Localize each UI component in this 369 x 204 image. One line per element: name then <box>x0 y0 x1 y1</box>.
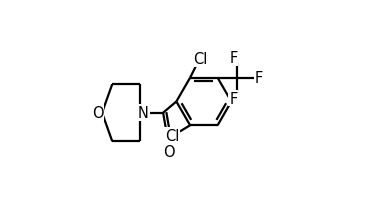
Text: F: F <box>229 91 237 106</box>
Text: Cl: Cl <box>165 128 179 143</box>
Text: F: F <box>255 71 263 86</box>
Text: O: O <box>163 144 175 159</box>
Text: N: N <box>138 106 149 121</box>
Text: O: O <box>92 106 103 121</box>
Text: Cl: Cl <box>193 52 208 67</box>
Text: F: F <box>229 51 237 65</box>
